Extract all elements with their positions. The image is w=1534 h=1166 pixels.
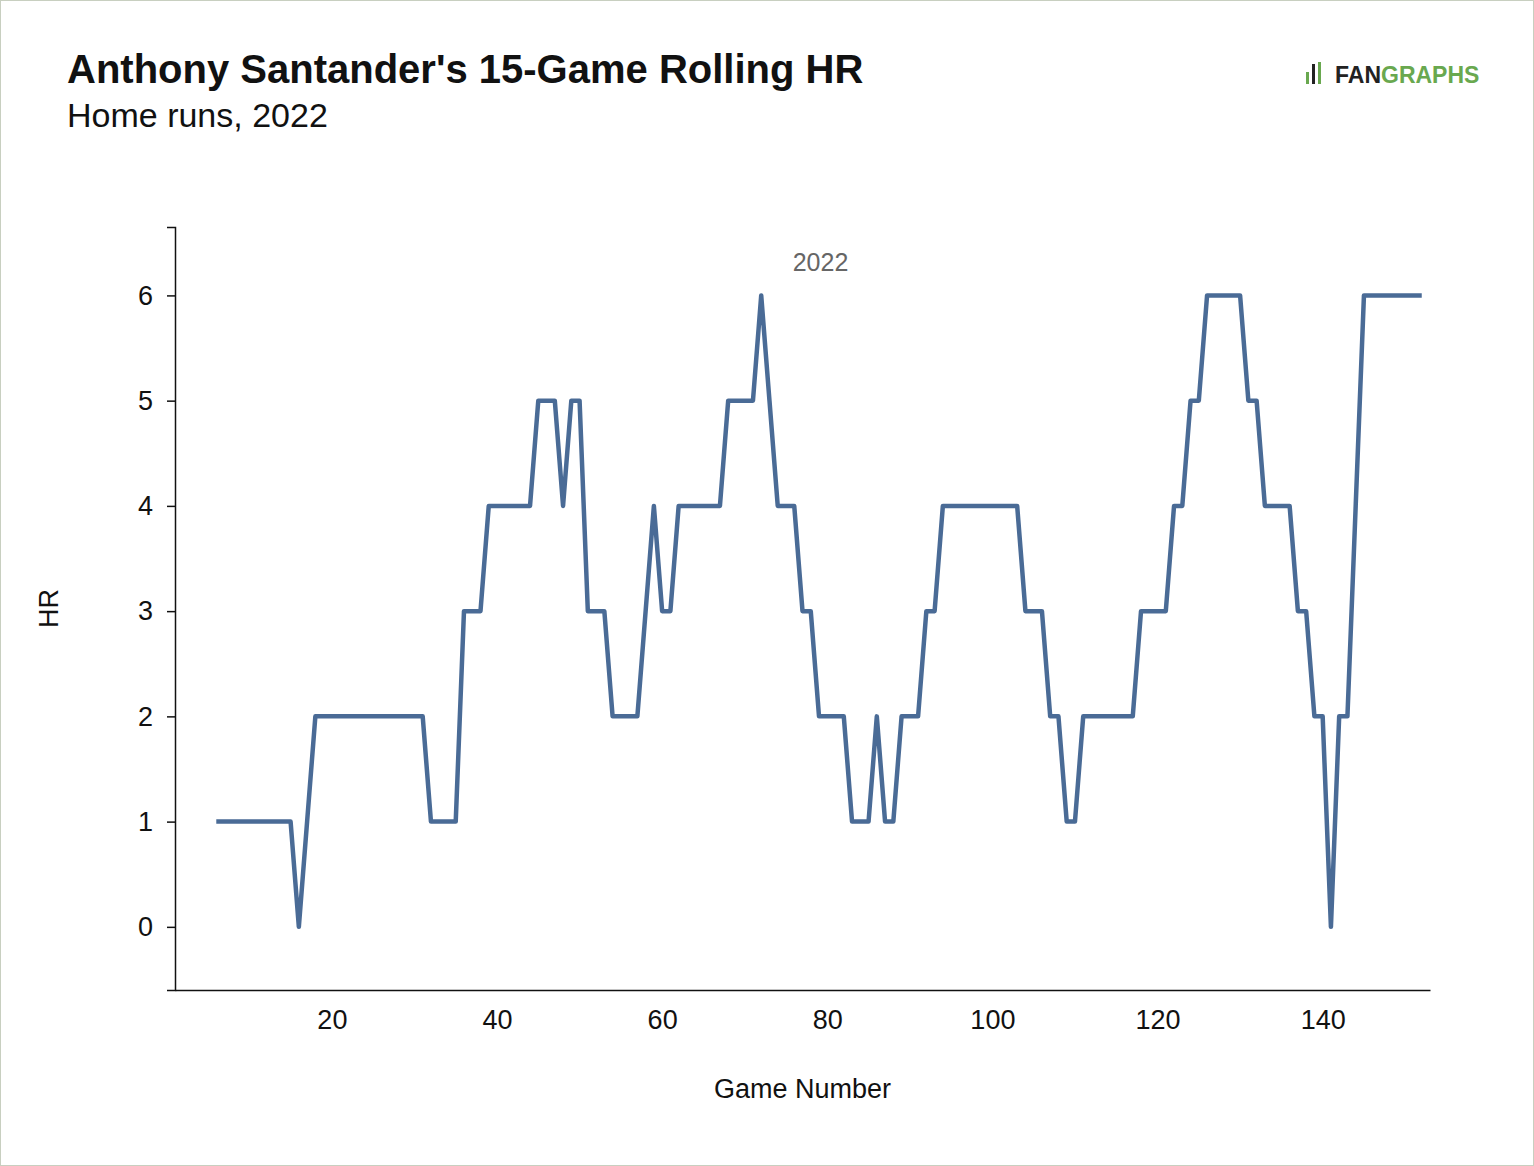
tick-label: 80 (813, 1005, 843, 1035)
tick-label: 60 (648, 1005, 678, 1035)
line (216, 295, 1421, 926)
tick-label: 6 (138, 281, 153, 311)
tick-label: 140 (1301, 1005, 1346, 1035)
y-axis: 0 1 2 3 4 5 6 (138, 228, 176, 991)
tick-mark (167, 821, 175, 823)
tick-label: 5 (138, 386, 153, 416)
tick: 20 (317, 990, 347, 1035)
plot-area (216, 295, 1421, 926)
axis-line (176, 990, 1431, 992)
tick-label: 120 (1136, 1005, 1181, 1035)
tick-mark (167, 716, 175, 718)
tick: 60 (648, 990, 678, 1035)
tick-label: 3 (138, 596, 153, 626)
tick: 3 (138, 596, 175, 626)
subtitle: Home runs, 2022 (67, 96, 328, 134)
tick-mark (167, 506, 175, 508)
tick-label: 100 (970, 1005, 1015, 1035)
logo-icon (1306, 72, 1309, 84)
y-axis-title: HR (34, 589, 64, 628)
tick-label: 2 (138, 702, 153, 732)
frame (1, 1, 1534, 1166)
tick-label: 0 (138, 912, 153, 942)
logo-icon (1312, 64, 1315, 84)
tick: 80 (813, 990, 843, 1035)
x-axis: 20 40 60 80 100 120 140 (176, 990, 1431, 1035)
logo-text-part: GRAPHS (1381, 62, 1479, 88)
chart: Anthony Santander's 15-Game Rolling HR Ho… (0, 0, 1534, 1166)
tick: 40 (482, 990, 512, 1035)
tick-mark (167, 927, 175, 929)
tick: 6 (138, 281, 175, 311)
tick: 0 (138, 912, 175, 942)
tick: 2 (138, 702, 175, 732)
logo-icon (1318, 62, 1321, 84)
tick-mark (167, 400, 175, 402)
tick: 5 (138, 386, 175, 416)
logo: FANGRAPHS (1306, 62, 1479, 88)
tick: 140 (1301, 990, 1346, 1035)
tick-mark (167, 295, 175, 297)
tick-label: 4 (138, 491, 153, 521)
tick-label: 1 (138, 807, 153, 837)
tick: 100 (970, 990, 1015, 1035)
annotation: 2022 (793, 248, 849, 276)
tick-label: 40 (482, 1005, 512, 1035)
logo-text: FANGRAPHS (1335, 62, 1479, 88)
tick-label: 20 (317, 1005, 347, 1035)
axis-line (167, 228, 176, 991)
x-axis-title: Game Number (714, 1074, 891, 1104)
tick: 120 (1136, 990, 1181, 1035)
title: Anthony Santander's 15-Game Rolling HR (67, 47, 863, 91)
tick-mark (167, 611, 175, 613)
logo-text-part: FAN (1335, 62, 1381, 88)
tick: 4 (138, 491, 175, 521)
tick: 1 (138, 807, 175, 837)
